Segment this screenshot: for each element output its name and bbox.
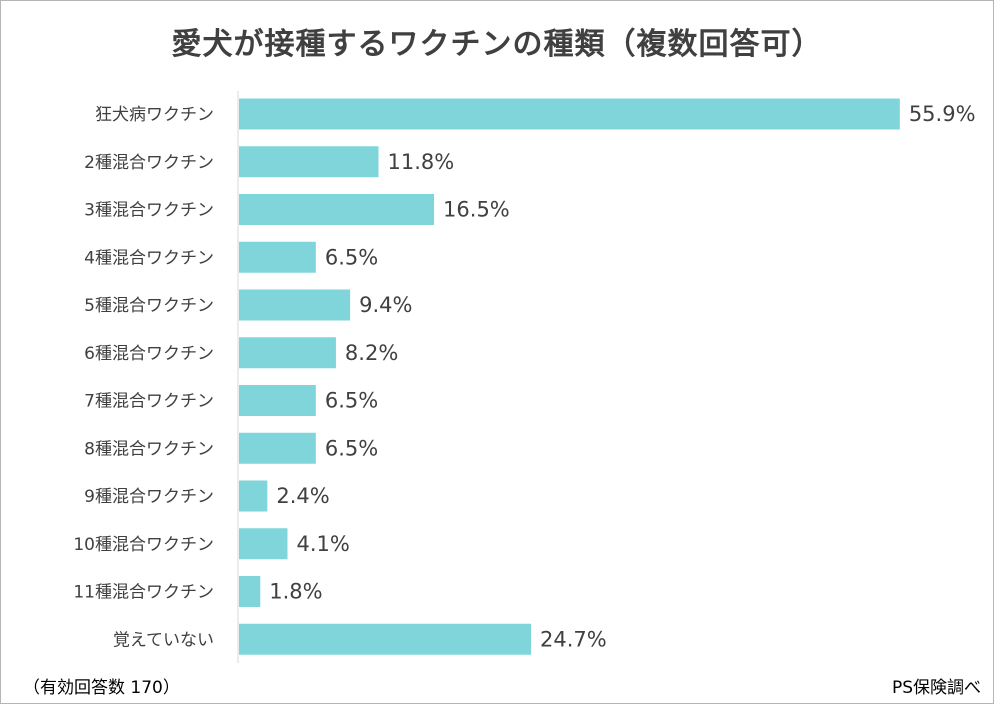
bar [239, 98, 900, 130]
bar [239, 623, 531, 655]
category-label: 8種混合ワクチン [84, 439, 214, 459]
bar [239, 194, 435, 225]
value-label: 55.9% [909, 102, 976, 126]
category-label: 2種混合ワクチン [84, 153, 214, 173]
bar [239, 385, 316, 416]
value-label: 24.7% [540, 627, 607, 651]
category-label: 3種混合ワクチン [84, 201, 214, 221]
category-label: 5種混合ワクチン [84, 296, 214, 316]
value-label: 6.5% [325, 245, 378, 269]
bar [239, 241, 316, 273]
category-label: 7種混合ワクチン [84, 392, 214, 412]
chart-title: 愛犬が接種するワクチンの種類（複数回答可） [171, 27, 823, 62]
bar [239, 528, 288, 560]
bar-group: 狂犬病ワクチン 55.9% 2種混合ワクチン 11.8% 3種混合ワクチン 16.5% 4種… [73, 98, 976, 655]
bar [239, 576, 261, 607]
category-label: 覚えていない [113, 630, 214, 650]
value-label: 2.4% [276, 484, 329, 508]
category-label: 4種混合ワクチン [84, 248, 214, 268]
value-label: 11.8% [387, 150, 454, 174]
value-label: 16.5% [443, 198, 510, 222]
bar [239, 289, 351, 321]
source-credit: PS保険調べ [891, 678, 981, 698]
bar [239, 146, 379, 178]
category-label: 6種混合ワクチン [84, 344, 214, 364]
category-label: 10種混合ワクチン [73, 535, 214, 555]
value-label: 4.1% [296, 532, 349, 556]
category-label: 狂犬病ワクチン [95, 105, 214, 125]
category-label: 11種混合ワクチン [73, 583, 214, 603]
value-label: 8.2% [345, 341, 398, 365]
value-label: 9.4% [359, 293, 412, 317]
value-label: 1.8% [269, 580, 322, 604]
category-label: 9種混合ワクチン [84, 487, 214, 507]
bar [239, 432, 316, 464]
bar [239, 337, 336, 369]
value-label: 6.5% [325, 436, 378, 460]
bar [239, 480, 268, 512]
value-label: 6.5% [325, 389, 378, 413]
sample-size-note: （有効回答数 170） [23, 678, 180, 698]
